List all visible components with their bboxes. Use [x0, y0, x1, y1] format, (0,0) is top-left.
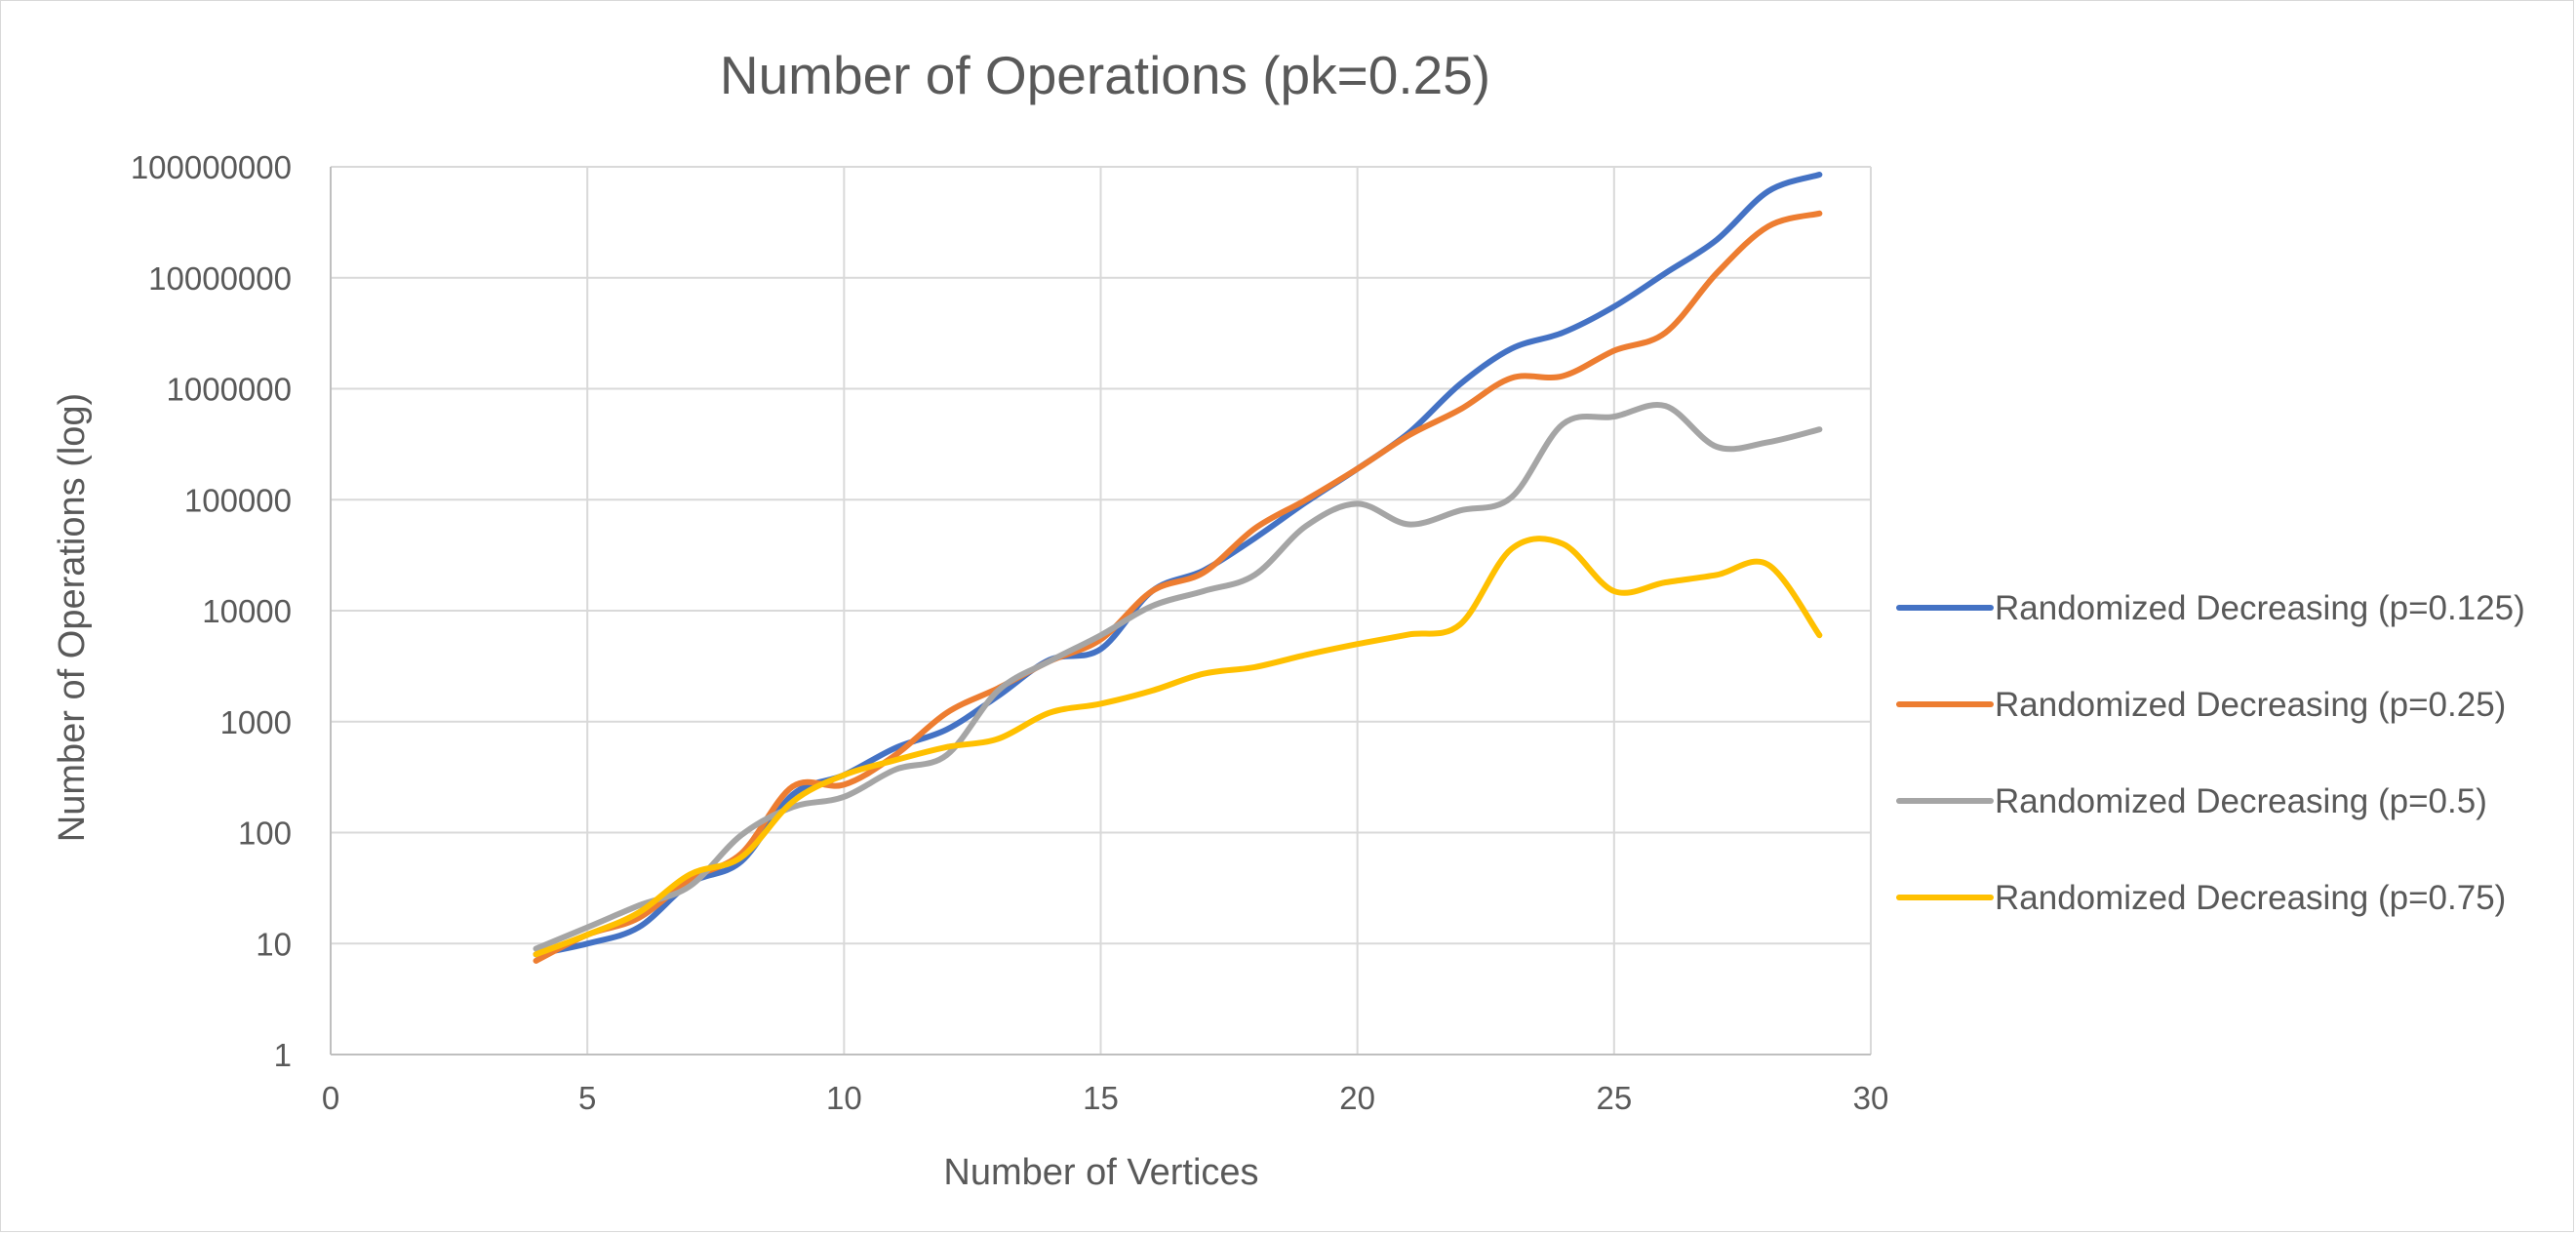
x-tick-label: 25: [1596, 1080, 1632, 1116]
y-axis-title: Number of Operations (log): [52, 393, 93, 842]
y-tick-label: 1: [274, 1037, 292, 1073]
gridlines: [331, 166, 1871, 1055]
chart-title: Number of Operations (pk=0.25): [720, 45, 1490, 105]
x-tick-label: 10: [826, 1080, 862, 1116]
series-line-3: [533, 401, 1823, 952]
x-tick-label: 20: [1339, 1080, 1375, 1116]
y-axis-ticks: 1 10 100 1000 10000 100000 1000000 10000000 1000…: [131, 149, 292, 1073]
x-tick-label: 5: [578, 1080, 596, 1116]
series-line-4: [533, 536, 1823, 958]
y-tick-label: 10: [256, 926, 292, 962]
x-tick-label: 0: [322, 1080, 339, 1116]
series-line-1: [533, 172, 1823, 958]
legend: Randomized Decreasing (p=0.125) Randomize…: [1896, 589, 2525, 917]
legend-label: Randomized Decreasing (p=0.125): [1995, 589, 2525, 627]
legend-label: Randomized Decreasing (p=0.75): [1995, 879, 2506, 917]
series-line-2: [533, 210, 1823, 964]
y-tick-label: 100000: [184, 482, 292, 518]
y-tick-label: 1000000: [167, 372, 292, 408]
y-tick-label: 100000000: [131, 149, 292, 185]
x-axis-title: Number of Vertices: [943, 1152, 1258, 1193]
y-tick-label: 10000: [202, 593, 292, 629]
series-lines: [533, 172, 1823, 964]
y-tick-label: 1000: [220, 704, 292, 740]
x-tick-label: 15: [1083, 1080, 1119, 1116]
legend-label: Randomized Decreasing (p=0.5): [1995, 782, 2487, 820]
x-axis-ticks: 0 5 10 15 20 25 30: [322, 1080, 1889, 1116]
plot-area: [330, 166, 1872, 1056]
legend-label: Randomized Decreasing (p=0.25): [1995, 686, 2506, 724]
y-tick-label: 100: [238, 816, 292, 852]
y-tick-label: 10000000: [148, 260, 292, 297]
x-tick-label: 30: [1853, 1080, 1889, 1116]
